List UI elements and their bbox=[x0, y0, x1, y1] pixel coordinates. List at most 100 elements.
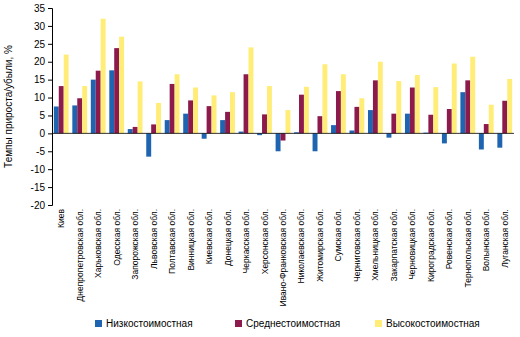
bar bbox=[470, 57, 475, 134]
bar bbox=[281, 133, 286, 140]
bar bbox=[405, 114, 410, 134]
bar bbox=[396, 81, 401, 133]
bar bbox=[207, 106, 212, 133]
x-tick-label: Ивано-Франковская обл. bbox=[278, 209, 288, 306]
x-tick-label: Хмельницкая обл. bbox=[370, 209, 380, 281]
bar bbox=[77, 98, 82, 133]
y-tick-mark bbox=[48, 205, 52, 206]
y-tick-mark bbox=[48, 8, 52, 9]
bar bbox=[133, 127, 138, 133]
y-tick: -5 bbox=[36, 146, 52, 157]
bar bbox=[193, 88, 198, 134]
y-tick-mark bbox=[48, 133, 52, 134]
y-tick-label: -20 bbox=[31, 200, 46, 211]
bar bbox=[489, 105, 494, 134]
x-tick-label: Кироградская обл. bbox=[426, 209, 436, 282]
bar bbox=[373, 80, 378, 133]
x-tick-label: Киевская обл. bbox=[204, 209, 214, 264]
y-tick: 5 bbox=[39, 110, 52, 121]
legend-swatch bbox=[375, 320, 382, 327]
bar bbox=[452, 64, 457, 134]
y-axis: -20 -15 -10 -5 0 5 10 15 20 25 30 35 bbox=[31, 3, 53, 211]
legend-label: Низкостоимостная bbox=[106, 318, 193, 329]
bar bbox=[91, 80, 96, 134]
bar bbox=[220, 120, 225, 133]
y-tick-mark bbox=[48, 115, 52, 116]
bar bbox=[276, 133, 281, 151]
y-tick-label: 15 bbox=[34, 74, 46, 85]
x-tick-label: Херсонская обл. bbox=[260, 209, 270, 274]
x-tick-label: Тернопольская обл. bbox=[463, 209, 473, 288]
y-tick: 35 bbox=[34, 3, 52, 14]
y-tick-label: 0 bbox=[39, 128, 45, 139]
y-tick: 20 bbox=[34, 56, 52, 67]
bar bbox=[447, 109, 452, 133]
legend-label: Высокостоимостная bbox=[386, 318, 480, 329]
y-tick-mark bbox=[48, 80, 52, 81]
bar bbox=[479, 133, 484, 149]
y-tick-mark bbox=[48, 169, 52, 170]
bar bbox=[267, 86, 272, 133]
y-tick-label: 10 bbox=[34, 92, 46, 103]
bar bbox=[128, 129, 133, 133]
bar bbox=[119, 37, 124, 134]
bar bbox=[230, 92, 235, 133]
y-tick: -10 bbox=[31, 164, 52, 175]
bar bbox=[202, 133, 207, 138]
bar bbox=[299, 95, 304, 134]
y-tick-label: 25 bbox=[34, 39, 46, 50]
bar bbox=[428, 115, 433, 134]
y-tick-label: -10 bbox=[31, 164, 46, 175]
bar bbox=[175, 74, 180, 133]
x-tick-label: Сумская обл. bbox=[333, 209, 343, 262]
bar bbox=[59, 86, 64, 133]
y-tick-label: 20 bbox=[34, 56, 46, 67]
legend-swatch bbox=[95, 320, 102, 327]
bar bbox=[183, 114, 188, 134]
x-tick-label: Львовская обл. bbox=[149, 209, 159, 269]
x-tick-label: Запорожская обл. bbox=[130, 209, 140, 280]
bar bbox=[156, 103, 161, 133]
x-tick-label: Киев bbox=[56, 209, 66, 228]
legend-swatch bbox=[235, 320, 242, 327]
bar bbox=[64, 55, 69, 134]
y-tick-mark bbox=[48, 26, 52, 27]
legend: НизкостоимостнаяСреднестоимостнаяВысокос… bbox=[95, 318, 480, 329]
x-tick-label: Полтавская обл. bbox=[167, 209, 177, 274]
bar bbox=[507, 79, 512, 133]
y-tick-label: -15 bbox=[31, 182, 46, 193]
bar bbox=[188, 100, 193, 133]
bar bbox=[331, 125, 336, 133]
bar bbox=[317, 116, 322, 133]
y-tick-label: 30 bbox=[34, 21, 46, 32]
bar bbox=[262, 114, 267, 133]
x-tick-label: Черниговская обл. bbox=[352, 209, 362, 282]
x-tick-label: Одесская обл. bbox=[112, 209, 122, 266]
y-tick-mark bbox=[48, 98, 52, 99]
bar bbox=[244, 74, 249, 133]
bar bbox=[354, 107, 359, 134]
bar bbox=[225, 112, 230, 133]
bar bbox=[497, 133, 502, 147]
bar bbox=[359, 98, 364, 133]
bar bbox=[170, 84, 175, 133]
bars bbox=[54, 19, 512, 157]
y-tick: -15 bbox=[31, 182, 52, 193]
y-tick-mark bbox=[48, 44, 52, 45]
bar bbox=[54, 107, 59, 134]
x-tick-label: Луганская обл. bbox=[500, 209, 510, 268]
y-tick-mark bbox=[48, 62, 52, 63]
bar bbox=[415, 75, 420, 133]
y-tick-label: 5 bbox=[39, 110, 45, 121]
bar bbox=[433, 87, 438, 133]
bar bbox=[442, 133, 447, 143]
x-tick-label: Днепропетровская обл. bbox=[75, 209, 85, 301]
bar bbox=[386, 133, 391, 137]
chart: -20 -15 -10 -5 0 5 10 15 20 25 30 35 Киев Днепропетро… bbox=[0, 0, 520, 337]
y-axis-line bbox=[48, 9, 53, 206]
bar bbox=[109, 70, 114, 133]
y-tick-label: -5 bbox=[36, 146, 45, 157]
y-tick: 10 bbox=[34, 92, 52, 103]
bar bbox=[101, 19, 106, 134]
bar bbox=[114, 48, 119, 133]
